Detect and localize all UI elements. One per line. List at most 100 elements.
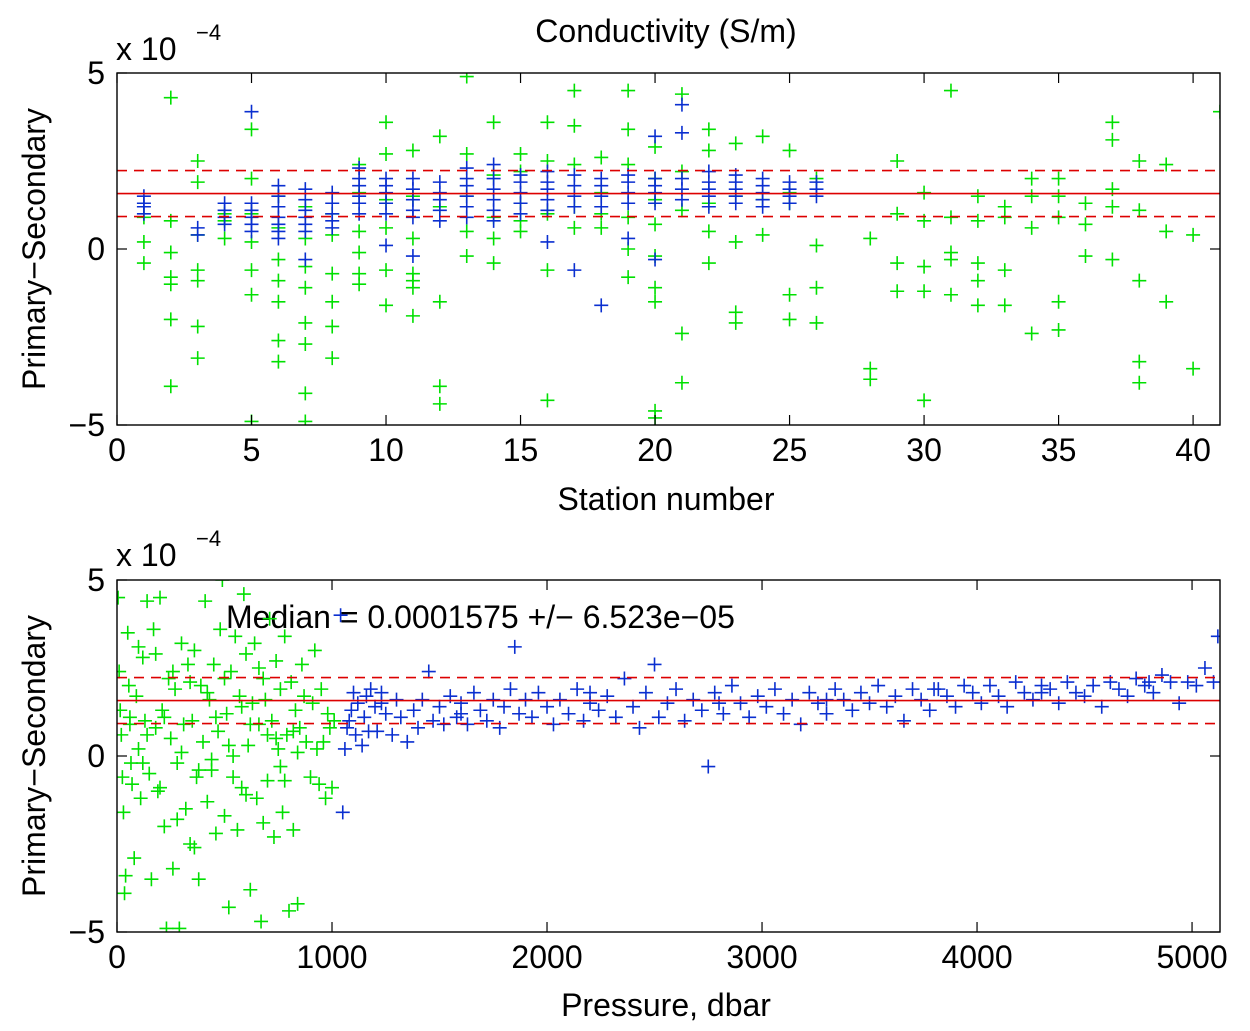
- green-point: [728, 315, 743, 330]
- green-point: [298, 280, 313, 295]
- blue-point: [701, 199, 716, 214]
- green-point: [234, 780, 249, 795]
- green-point: [1213, 104, 1220, 119]
- green-point: [621, 270, 636, 285]
- green-point: [594, 150, 609, 165]
- green-point: [244, 263, 259, 278]
- green-point: [917, 284, 932, 299]
- blue-point: [1000, 699, 1015, 714]
- green-point: [260, 773, 275, 788]
- green-point: [155, 703, 170, 718]
- green-point: [200, 794, 215, 809]
- green-point: [146, 622, 161, 637]
- green-point: [163, 379, 178, 394]
- blue-point: [948, 699, 963, 714]
- green-point: [290, 896, 305, 911]
- x-tick-label: 2000: [511, 939, 582, 975]
- green-point: [221, 738, 236, 753]
- green-point: [157, 710, 172, 725]
- blue-point: [674, 192, 689, 207]
- blue-point: [957, 678, 972, 693]
- blue-point: [415, 692, 430, 707]
- green-point: [970, 273, 985, 288]
- blue-point: [583, 685, 598, 700]
- green-point: [190, 175, 205, 190]
- y-tick-label: −5: [69, 407, 105, 443]
- blue-point: [333, 608, 348, 623]
- green-point: [325, 266, 340, 281]
- pressure-panel: x 10 −4 Median = 0.0001575 +/− 6.523e−05…: [16, 526, 1228, 1023]
- green-point: [809, 315, 824, 330]
- green-point: [288, 703, 303, 718]
- green-point: [405, 231, 420, 246]
- blue-point: [819, 706, 834, 721]
- blue-point: [389, 692, 404, 707]
- y-tick-label: −5: [69, 914, 105, 950]
- x-tick-label: 1000: [296, 939, 367, 975]
- green-point: [648, 217, 663, 232]
- blue-point: [406, 703, 421, 718]
- green-point: [728, 136, 743, 151]
- blue-point: [1142, 675, 1157, 690]
- green-point: [863, 231, 878, 246]
- green-point: [189, 770, 204, 785]
- blue-point: [385, 727, 400, 742]
- green-point: [325, 351, 340, 366]
- blue-point: [350, 696, 365, 711]
- blue-point: [785, 692, 800, 707]
- green-point: [251, 661, 266, 675]
- green-point: [271, 252, 286, 267]
- green-point: [180, 657, 195, 672]
- blue-point: [540, 234, 555, 249]
- blue-point: [733, 696, 748, 711]
- blue-point: [466, 685, 481, 700]
- blue-point: [363, 682, 378, 697]
- green-point: [1024, 189, 1039, 204]
- green-point: [170, 756, 185, 771]
- green-point: [782, 312, 797, 327]
- x-tick-label: 30: [906, 432, 942, 468]
- green-point: [352, 277, 367, 292]
- green-point: [190, 273, 205, 288]
- y-tick-label: 0: [87, 738, 105, 774]
- green-point: [1132, 273, 1147, 288]
- blue-point: [767, 682, 782, 697]
- blue-point: [348, 727, 363, 742]
- green-point: [290, 745, 305, 760]
- blue-point: [576, 713, 591, 728]
- green-point: [352, 245, 367, 260]
- blue-point: [1197, 661, 1212, 675]
- green-point: [172, 921, 187, 932]
- green-point: [809, 280, 824, 295]
- green-point: [153, 780, 168, 795]
- blue-point: [1025, 692, 1040, 707]
- blue-point: [669, 682, 684, 697]
- green-point: [239, 787, 254, 802]
- blue-point: [518, 692, 533, 707]
- green-point: [187, 643, 202, 658]
- blue-point: [871, 678, 886, 693]
- blue-point: [638, 685, 653, 700]
- blue-point: [540, 699, 555, 714]
- green-point: [294, 657, 309, 672]
- blue-point: [728, 196, 743, 211]
- plot-area: [117, 73, 1220, 425]
- blue-point: [1210, 629, 1220, 644]
- green-point: [191, 763, 206, 778]
- green-point: [144, 872, 159, 887]
- green-point: [1132, 375, 1147, 390]
- green-point: [809, 238, 824, 253]
- green-point: [163, 731, 178, 746]
- x-tick-label: 40: [1175, 432, 1211, 468]
- green-point: [193, 678, 208, 693]
- green-point: [970, 189, 985, 204]
- green-point: [621, 83, 636, 98]
- green-point: [1051, 294, 1066, 309]
- green-point: [701, 224, 716, 239]
- green-point: [142, 766, 157, 781]
- green-point: [245, 696, 260, 711]
- green-point: [1159, 294, 1174, 309]
- green-point: [405, 143, 420, 158]
- blue-point: [648, 129, 663, 144]
- green-point: [1132, 354, 1147, 369]
